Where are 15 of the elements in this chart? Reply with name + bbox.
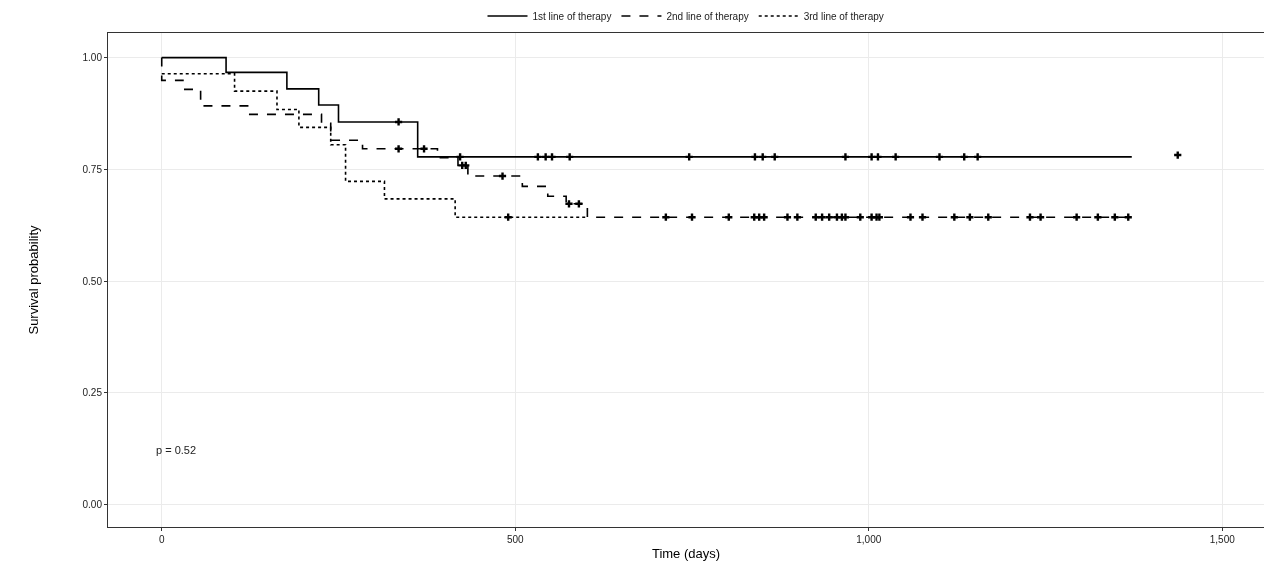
legend-label: 1st line of therapy (532, 10, 612, 22)
x-tick-label: 500 (506, 534, 525, 545)
y-tick-label: 0.75 (82, 163, 103, 175)
y-tick-label: 0.25 (82, 387, 103, 399)
annotation: p = 0.52 (156, 444, 197, 456)
x-axis-title: Time (days) (651, 545, 721, 561)
y-tick-label: 0.00 (82, 499, 103, 511)
x-tick-label: 1,000 (856, 534, 882, 545)
legend-label: 2nd line of therapy (666, 10, 749, 22)
x-tick-label: 0 (158, 534, 165, 545)
y-tick-label: 1.00 (82, 52, 103, 64)
y-axis-title: Survival probability (26, 224, 42, 335)
y-tick-label: 0.50 (82, 275, 103, 287)
x-tick-label: 1,500 (1209, 534, 1236, 545)
legend-label: 3rd line of therapy (803, 10, 884, 22)
